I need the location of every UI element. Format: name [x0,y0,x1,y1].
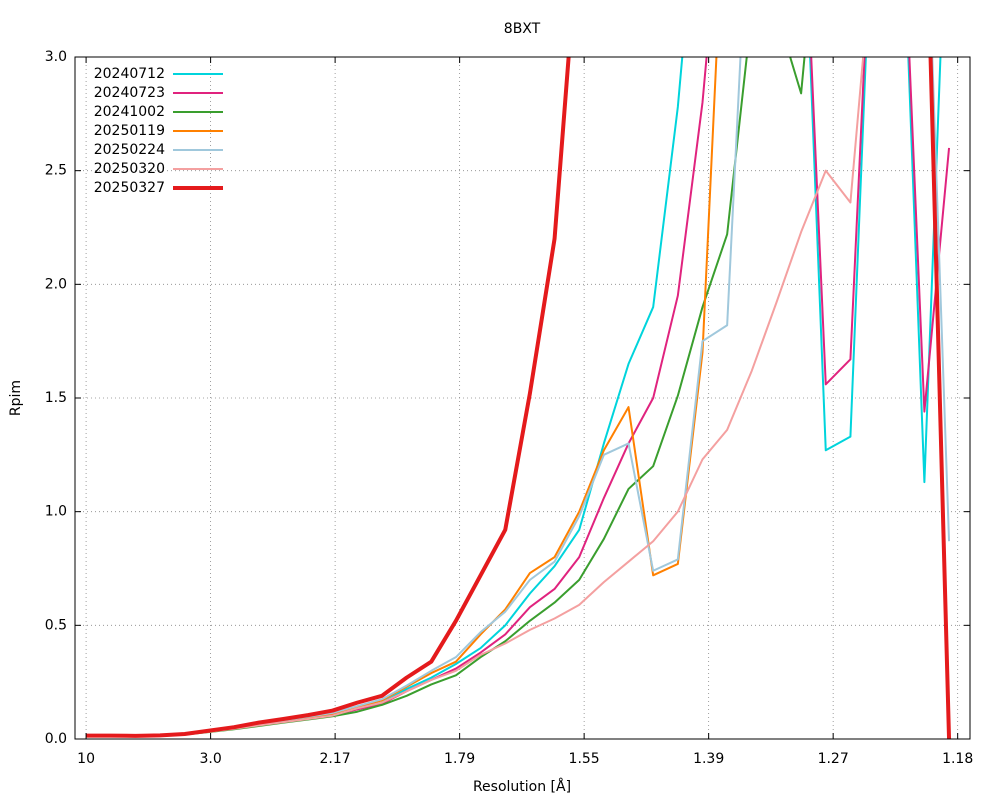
x-tick-label: 1.39 [693,751,724,767]
chart-title: 8BXT [504,21,541,37]
y-tick-label: 2.5 [45,163,67,179]
y-tick-label: 1.0 [45,504,67,520]
y-tick-label: 0.5 [45,617,67,633]
legend-label: 20241002 [94,104,165,120]
y-tick-label: 3.0 [45,49,67,65]
x-tick-label: 10 [77,751,95,767]
y-tick-label: 0.0 [45,731,67,747]
legend: 20240712 20240723 20241002 20250119 20250224… [94,66,223,196]
legend-label: 20240723 [94,85,165,101]
legend-label: 20250224 [94,142,165,158]
axes: 0.0 0.5 1.0 1.5 2.0 2.5 3.0 10 3.0 2.17 1.79 1.55 1.… [45,49,974,767]
legend-label: 20250327 [94,180,165,196]
series-line [86,57,952,739]
legend-label: 20250320 [94,161,165,177]
y-axis-label: Rpim [8,380,24,416]
x-tick-label: 1.18 [942,751,973,767]
x-tick-label: 3.0 [199,751,221,767]
x-tick-label: 1.27 [818,751,849,767]
legend-label: 20250119 [94,123,165,139]
x-tick-label: 1.55 [569,751,600,767]
x-tick-label: 2.17 [320,751,351,767]
grid [75,56,970,740]
x-axis-label: Resolution [Å] [473,778,571,795]
legend-label: 20240712 [94,66,165,82]
y-tick-label: 1.5 [45,390,67,406]
plot-area [86,57,952,739]
x-tick-label: 1.79 [444,751,475,767]
y-tick-label: 2.0 [45,276,67,292]
series-line [86,57,718,737]
